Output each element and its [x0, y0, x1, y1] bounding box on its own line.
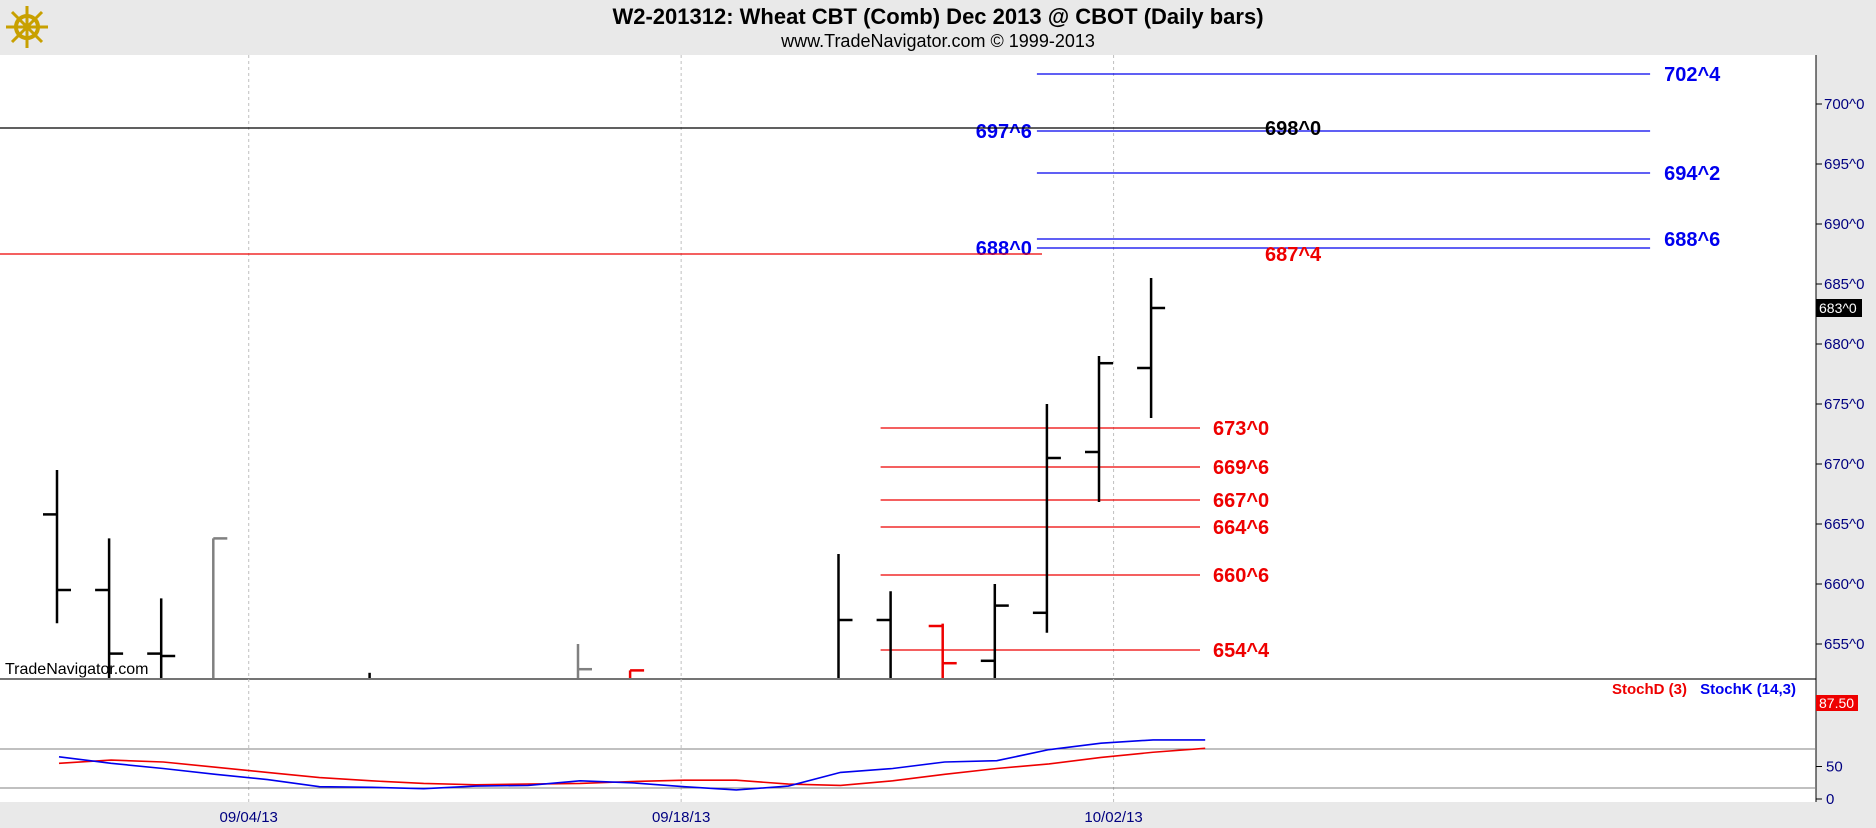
stoch-series-line [58, 747, 1206, 787]
ohlc-bar [95, 538, 124, 678]
level-label-667^0: 667^0 [1213, 490, 1269, 512]
price-tick-label: 660^0 [1824, 576, 1864, 593]
level-label-673^0: 673^0 [1213, 418, 1269, 440]
ohlc-bars [43, 278, 1166, 678]
price-tick-label: 665^0 [1824, 516, 1864, 533]
ohlc-bar [837, 554, 853, 678]
level-label-698^0: 698^0 [1265, 118, 1321, 140]
price-tick-label: 670^0 [1824, 456, 1864, 473]
date-tick-label: 10/02/13 [1084, 809, 1142, 826]
price-tick-label: 675^0 [1824, 396, 1864, 413]
chart-title: W2-201312: Wheat CBT (Comb) Dec 2013 @ C… [612, 4, 1264, 29]
price-tick-label: 695^0 [1824, 156, 1864, 173]
ohlc-bar [1032, 404, 1061, 633]
ship-wheel-logo-icon [6, 6, 48, 48]
level-label-688^6: 688^6 [1664, 229, 1720, 251]
level-label-687^4: 687^4 [1265, 244, 1322, 266]
level-label-697^6: 697^6 [976, 121, 1032, 143]
ohlc-bar [1085, 356, 1113, 502]
price-tick-label: 690^0 [1824, 216, 1864, 233]
watermark: TradeNavigator.com [5, 661, 148, 678]
stoch-legend-entry: StochK (14,3) [1700, 681, 1796, 698]
ohlc-bar [576, 644, 592, 678]
ohlc-bar [628, 669, 645, 678]
last-price-badge [1816, 299, 1862, 317]
level-label-660^6: 660^6 [1213, 565, 1269, 587]
ohlc-bar [928, 623, 957, 678]
stoch-series-line [58, 739, 1206, 791]
price-tick-label: 680^0 [1824, 336, 1864, 353]
ohlc-bar [147, 598, 176, 678]
ohlc-bar [876, 591, 892, 678]
date-tick-label: 09/04/13 [220, 809, 278, 826]
stoch-last-label: 87.50 [1819, 695, 1854, 711]
price-tick-label: 655^0 [1824, 636, 1864, 653]
price-tick-label: 700^0 [1824, 96, 1864, 113]
stoch-tick-label: 50 [1826, 759, 1843, 776]
level-label-654^4: 654^4 [1213, 640, 1270, 662]
date-tick-label: 09/18/13 [652, 809, 710, 826]
level-label-702^4: 702^4 [1664, 64, 1721, 86]
level-label-664^6: 664^6 [1213, 517, 1269, 539]
ohlc-bar [980, 584, 1009, 678]
last-price-label: 683^0 [1819, 300, 1857, 316]
level-label-688^0: 688^0 [976, 238, 1032, 260]
level-label-669^6: 669^6 [1213, 457, 1269, 479]
stoch-tick-label: 0 [1826, 791, 1834, 808]
price-tick-label: 685^0 [1824, 276, 1864, 293]
ohlc-bar [43, 470, 71, 624]
ohlc-bar [1137, 278, 1166, 418]
chart-subtitle: www.TradeNavigator.com © 1999-2013 [781, 31, 1095, 51]
ohlc-bar [212, 537, 228, 678]
level-label-694^2: 694^2 [1664, 163, 1720, 185]
stoch-legend-entry: StochD (3) [1612, 681, 1687, 698]
price-panel-bg [0, 55, 1816, 678]
stoch-last-badge [1816, 695, 1858, 711]
stoch-panel-bg [0, 680, 1816, 802]
